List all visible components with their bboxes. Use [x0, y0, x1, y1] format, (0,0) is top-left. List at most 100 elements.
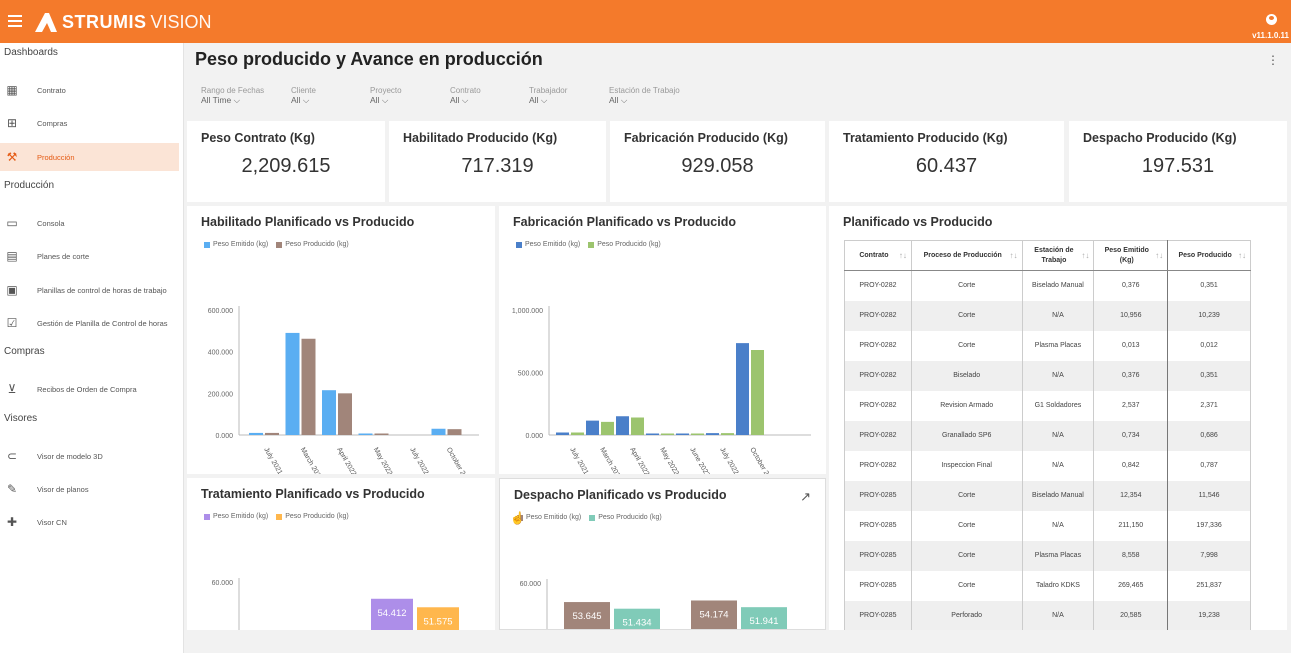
table-row[interactable]: PROY-0285 Corte Taladro KDKS 269,465 251,837	[844, 570, 1251, 601]
legend-label: Peso Producido (kg)	[597, 241, 661, 248]
table-cell: PROY-0282	[844, 360, 912, 391]
table-row[interactable]: PROY-0285 Corte N/A 211,150 197,336	[844, 510, 1251, 541]
table-cell: 211,150	[1093, 510, 1169, 541]
table-row[interactable]: PROY-0282 Granallado SP6 N/A 0,734 0,686	[844, 420, 1251, 451]
sidebar-item[interactable]: ✚ Visor CN	[0, 508, 179, 536]
table-cell: Perforado	[910, 600, 1023, 630]
kpi-title: Tratamiento Producido (Kg)	[843, 131, 1008, 145]
table-cell: N/A	[1021, 600, 1095, 630]
table-cell: Corte	[910, 270, 1023, 301]
filter-dropdown[interactable]: Trabajador All ⌵	[529, 86, 567, 106]
sidebar-item-label: Visor de planos	[37, 484, 89, 494]
planificado-table-card: Planificado vs Producido Contrato ↑↓ Proce…	[829, 206, 1287, 630]
table-header-cell[interactable]: Peso Emitido (Kg) ↑↓	[1093, 240, 1169, 271]
table-cell: Biselado Manual	[1021, 480, 1095, 511]
chart-bar	[586, 420, 599, 435]
table-cell: N/A	[1021, 300, 1095, 331]
legend-item[interactable]: Peso Emitido (kg)	[517, 514, 581, 521]
app-logo[interactable]: STRUMIS VISION	[33, 10, 212, 34]
sort-icon[interactable]: ↑↓	[1081, 251, 1090, 260]
sidebar-item[interactable]: ▦ Contrato	[0, 76, 179, 104]
legend-item[interactable]: Peso Emitido (kg)	[516, 241, 580, 248]
table-cell: 0,686	[1167, 420, 1251, 451]
table-row[interactable]: PROY-0285 Corte Plasma Placas 8,558 7,998	[844, 540, 1251, 571]
header-label: Peso Producido	[1178, 251, 1232, 259]
chart-bar	[661, 433, 674, 435]
table-cell: 2,537	[1093, 390, 1169, 421]
filter-value-text: All	[450, 95, 460, 105]
filter-dropdown[interactable]: Cliente All ⌵	[291, 86, 316, 106]
legend-item[interactable]: Peso Producido (kg)	[276, 241, 349, 248]
brand-name: STRUMIS	[62, 11, 147, 32]
legend-item[interactable]: Peso Producido (kg)	[589, 514, 662, 521]
sort-icon[interactable]: ↑↓	[1155, 251, 1164, 260]
sidebar-section-header: Compras	[4, 346, 45, 357]
chart-bar	[564, 602, 610, 629]
legend-item[interactable]: Peso Producido (kg)	[276, 513, 349, 520]
chevron-down-icon: ⌵	[538, 95, 548, 105]
table-cell: 10,956	[1093, 300, 1169, 331]
table-header-cell[interactable]: Peso Producido ↑↓	[1167, 240, 1251, 271]
table-cell: G1 Soldadores	[1021, 390, 1095, 421]
header-label: Contrato	[859, 251, 889, 259]
expand-icon[interactable]: ↗	[800, 489, 811, 504]
more-options-icon[interactable]: ⋮	[1267, 53, 1279, 67]
filter-dropdown[interactable]: Proyecto All ⌵	[370, 86, 402, 106]
sidebar-item[interactable]: ⚒ Producción	[0, 143, 179, 171]
chevron-down-icon: ⌵	[300, 95, 310, 105]
table-header-cell[interactable]: Contrato ↑↓	[844, 240, 912, 271]
table-cell: 19,238	[1167, 600, 1251, 630]
chart-title: Habilitado Planificado vs Producido	[201, 215, 415, 229]
bar-value-label: 54.174	[699, 609, 728, 620]
bar-value-label: 51.941	[749, 616, 778, 627]
legend-item[interactable]: Peso Producido (kg)	[588, 241, 661, 248]
table-header-cell[interactable]: Estación de Trabajo ↑↓	[1021, 240, 1095, 271]
table-cell: Plasma Placas	[1021, 330, 1095, 361]
sort-icon[interactable]: ↑↓	[1238, 251, 1246, 260]
table-row[interactable]: PROY-0282 Corte Biselado Manual 0,376 0,351	[844, 270, 1251, 301]
table-row[interactable]: PROY-0285 Perforado N/A 20,585 19,238	[844, 600, 1251, 630]
table-row[interactable]: PROY-0282 Corte N/A 10,956 10,239	[844, 300, 1251, 331]
habilitado-chart-card: Habilitado Planificado vs Producido Peso…	[187, 206, 495, 474]
sidebar-item[interactable]: ⊻ Recibos de Orden de Compra	[0, 375, 179, 403]
legend-item[interactable]: Peso Emitido (kg)	[204, 513, 268, 520]
filter-dropdown[interactable]: Contrato All ⌵	[450, 86, 481, 106]
kpi-title: Fabricación Producido (Kg)	[624, 131, 788, 145]
hamburger-menu-icon[interactable]	[8, 12, 22, 28]
table-row[interactable]: PROY-0282 Revision Armado G1 Soldadores 2,5…	[844, 390, 1251, 421]
clipboard-user-icon: ▣	[6, 283, 18, 297]
table-row[interactable]: PROY-0282 Biselado N/A 0,376 0,351	[844, 360, 1251, 391]
legend-item[interactable]: Peso Emitido (kg)	[204, 241, 268, 248]
legend-swatch	[589, 514, 596, 521]
sidebar-item[interactable]: ⊂ Visor de modelo 3D	[0, 442, 179, 470]
sort-icon[interactable]: ↑↓	[1009, 251, 1018, 260]
table-header-cell[interactable]: Proceso de Producción ↑↓	[910, 240, 1023, 271]
table-row[interactable]: PROY-0282 Corte Plasma Placas 0,013 0,012	[844, 330, 1251, 361]
table-cell: 10,239	[1167, 300, 1251, 331]
kpi-value: 929.058	[681, 155, 754, 177]
sidebar-item[interactable]: ✎ Visor de planos	[0, 475, 179, 503]
user-icon[interactable]	[1266, 14, 1277, 25]
table-row[interactable]: PROY-0285 Corte Biselado Manual 12,354 11,54…	[844, 480, 1251, 511]
chart-bar	[358, 433, 373, 435]
despacho-chart-card[interactable]: Despacho Planificado vs Producido ↗ Peso…	[499, 478, 826, 630]
chart-bar	[646, 433, 659, 435]
sidebar-item[interactable]: ☑ Gestión de Planilla de Control de horas	[0, 309, 179, 337]
filter-value-text: All Time	[201, 95, 232, 105]
filter-dropdown[interactable]: Estación de Trabajo All ⌵	[609, 86, 680, 106]
sidebar-item[interactable]: ▭ Consola	[0, 209, 179, 237]
building-icon: ▦	[6, 83, 18, 97]
sidebar-item[interactable]: ⊞ Compras	[0, 109, 179, 137]
sidebar-item[interactable]: ▣ Planillas de control de horas de trabaj…	[0, 276, 179, 304]
sidebar-item-label: Planes de corte	[37, 251, 90, 261]
table-row[interactable]: PROY-0282 Inspeccion Final N/A 0,842 0,787	[844, 450, 1251, 481]
table-cell: 7,998	[1167, 540, 1251, 571]
kpi-value: 717.319	[461, 155, 534, 177]
table-cell: 0,734	[1093, 420, 1169, 451]
filter-dropdown[interactable]: Rango de Fechas All Time ⌵	[201, 86, 264, 106]
sidebar-item[interactable]: ▤ Planes de corte	[0, 242, 179, 270]
sort-icon[interactable]: ↑↓	[898, 251, 907, 260]
kpi-card: Tratamiento Producido (Kg) 60.437	[829, 121, 1064, 202]
brand-suffix: VISION	[150, 11, 212, 32]
table-cell: PROY-0282	[844, 330, 912, 361]
